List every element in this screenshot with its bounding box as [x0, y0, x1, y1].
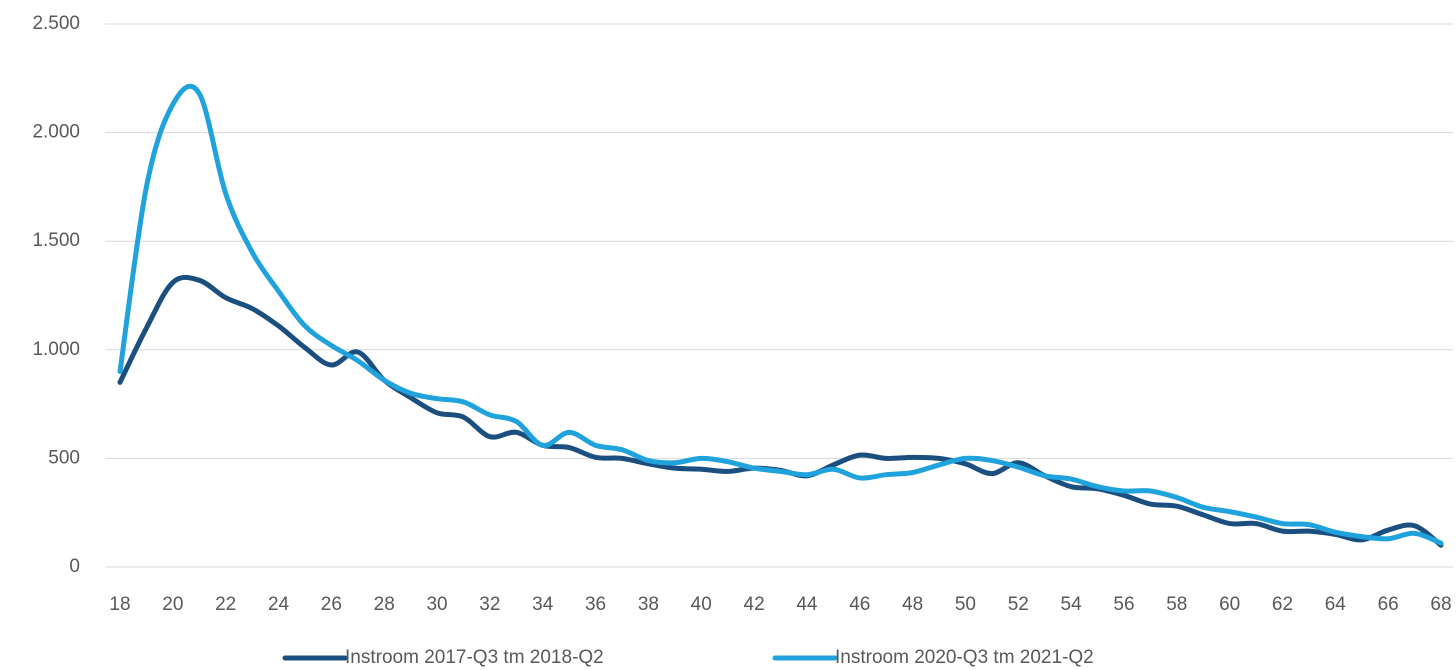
x-tick-label: 32 — [479, 594, 500, 615]
x-tick-label: 62 — [1272, 594, 1293, 615]
x-tick-label: 38 — [638, 594, 659, 615]
x-tick-label: 34 — [532, 594, 554, 615]
x-tick-label: 68 — [1430, 594, 1451, 615]
x-tick-label: 20 — [162, 594, 183, 615]
x-tick-label: 50 — [955, 594, 976, 615]
x-tick-label: 60 — [1219, 594, 1240, 615]
x-tick-label: 22 — [215, 594, 236, 615]
x-tick-label: 66 — [1378, 594, 1399, 615]
x-tick-label: 40 — [691, 594, 712, 615]
y-tick-label: 1.000 — [32, 339, 80, 360]
legend-label: Instroom 2017-Q3 tm 2018-Q2 — [345, 647, 604, 668]
x-tick-label: 48 — [902, 594, 923, 615]
x-tick-label: 46 — [849, 594, 870, 615]
x-tick-label: 58 — [1166, 594, 1187, 615]
x-tick-label: 42 — [744, 594, 765, 615]
x-tick-label: 36 — [585, 594, 606, 615]
x-tick-label: 28 — [374, 594, 395, 615]
legend-label: Instroom 2020-Q3 tm 2021-Q2 — [835, 647, 1094, 668]
x-tick-label: 18 — [109, 594, 130, 615]
y-tick-label: 500 — [48, 447, 80, 468]
x-tick-label: 64 — [1325, 594, 1347, 615]
series-line — [117, 274, 1444, 548]
x-tick-label: 54 — [1061, 594, 1083, 615]
x-tick-label: 52 — [1008, 594, 1029, 615]
y-tick-label: 0 — [69, 556, 80, 577]
y-tick-label: 1.500 — [32, 230, 80, 251]
x-tick-label: 44 — [796, 594, 818, 615]
x-tick-label: 24 — [268, 594, 290, 615]
y-tick-label: 2.000 — [32, 122, 80, 143]
x-tick-label: 30 — [426, 594, 447, 615]
series-line — [117, 83, 1444, 546]
x-tick-label: 56 — [1113, 594, 1134, 615]
y-tick-label: 2.500 — [32, 13, 80, 34]
x-tick-label: 26 — [321, 594, 342, 615]
